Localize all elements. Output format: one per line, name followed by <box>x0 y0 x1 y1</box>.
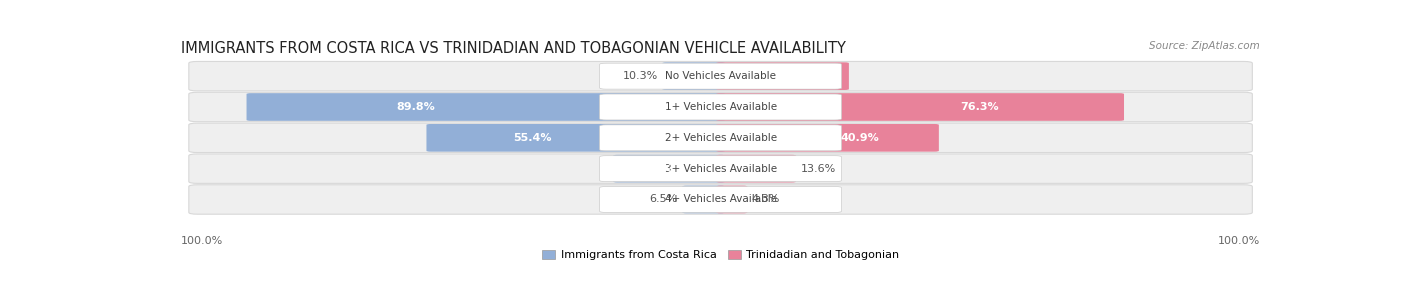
Text: 76.3%: 76.3% <box>960 102 1000 112</box>
Text: 100.0%: 100.0% <box>1218 236 1260 246</box>
FancyBboxPatch shape <box>599 125 842 151</box>
FancyBboxPatch shape <box>426 124 725 152</box>
Text: 100.0%: 100.0% <box>181 236 224 246</box>
FancyBboxPatch shape <box>188 123 1253 152</box>
FancyBboxPatch shape <box>599 94 842 120</box>
Text: 10.3%: 10.3% <box>623 71 658 81</box>
Text: 3+ Vehicles Available: 3+ Vehicles Available <box>665 164 776 174</box>
FancyBboxPatch shape <box>599 156 842 182</box>
Legend: Immigrants from Costa Rica, Trinidadian and Tobagonian: Immigrants from Costa Rica, Trinidadian … <box>541 250 900 260</box>
FancyBboxPatch shape <box>716 124 939 152</box>
Text: 4.3%: 4.3% <box>752 194 780 204</box>
FancyBboxPatch shape <box>188 92 1253 122</box>
FancyBboxPatch shape <box>188 61 1253 91</box>
Text: 1+ Vehicles Available: 1+ Vehicles Available <box>665 102 776 112</box>
Text: 13.6%: 13.6% <box>800 164 835 174</box>
Text: 40.9%: 40.9% <box>841 133 879 143</box>
FancyBboxPatch shape <box>716 186 748 213</box>
FancyBboxPatch shape <box>599 186 842 212</box>
FancyBboxPatch shape <box>599 63 842 89</box>
Text: 6.5%: 6.5% <box>650 194 678 204</box>
FancyBboxPatch shape <box>246 93 725 121</box>
FancyBboxPatch shape <box>188 185 1253 214</box>
Text: Source: ZipAtlas.com: Source: ZipAtlas.com <box>1149 41 1260 51</box>
Text: 2+ Vehicles Available: 2+ Vehicles Available <box>665 133 776 143</box>
FancyBboxPatch shape <box>716 93 1123 121</box>
FancyBboxPatch shape <box>662 62 725 90</box>
Text: IMMIGRANTS FROM COSTA RICA VS TRINIDADIAN AND TOBAGONIAN VEHICLE AVAILABILITY: IMMIGRANTS FROM COSTA RICA VS TRINIDADIA… <box>181 41 846 56</box>
FancyBboxPatch shape <box>188 154 1253 183</box>
Text: 4+ Vehicles Available: 4+ Vehicles Available <box>665 194 776 204</box>
Text: 55.4%: 55.4% <box>513 133 551 143</box>
FancyBboxPatch shape <box>613 155 725 182</box>
FancyBboxPatch shape <box>716 155 796 182</box>
FancyBboxPatch shape <box>682 186 725 213</box>
Text: 19.7%: 19.7% <box>634 164 673 174</box>
Text: 23.7%: 23.7% <box>782 71 820 81</box>
Text: No Vehicles Available: No Vehicles Available <box>665 71 776 81</box>
FancyBboxPatch shape <box>716 62 849 90</box>
Text: 89.8%: 89.8% <box>396 102 434 112</box>
